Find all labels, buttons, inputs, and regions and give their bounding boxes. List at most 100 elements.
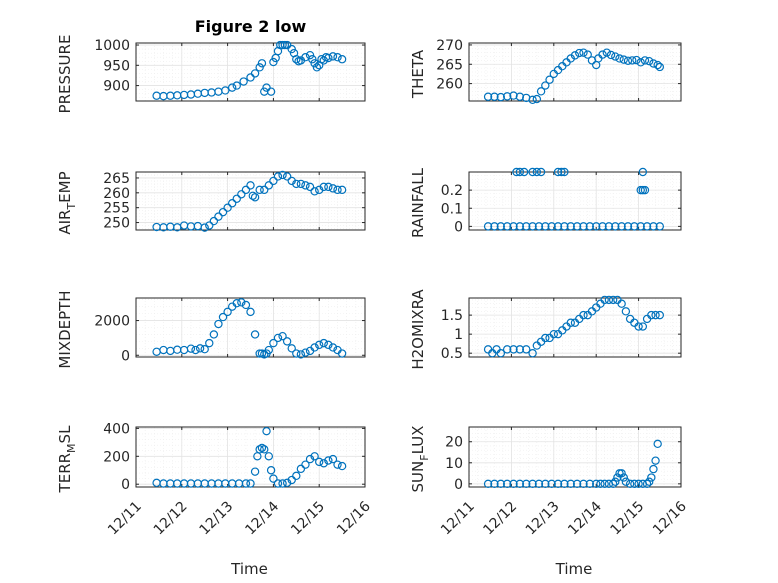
data-point [509,479,518,489]
y-axis-label: THETA [409,49,427,99]
data-point [528,348,537,358]
data-point [200,88,209,98]
data-point [623,56,633,65]
data-point [305,182,315,192]
data-point [227,479,237,488]
data-point [566,318,575,327]
data-point [653,439,662,449]
data-point [239,77,248,86]
data-point [585,222,595,231]
y-axis-label: MIXDEPTH [56,290,74,368]
data-point [264,345,274,355]
x-tick-label: 12/15 [288,499,328,539]
data-point [611,222,620,231]
data-point [241,479,251,488]
data-point [562,58,571,67]
data-point [630,222,639,231]
data-point [195,344,205,353]
data-point [623,222,633,231]
data-point [266,87,276,96]
data-point [269,176,278,186]
data-point [152,91,161,100]
x-tick-label: 12/12 [480,499,520,539]
y-tick-label: 0.1 [441,201,463,217]
data-point [337,461,347,471]
subplot-terr_msl: 12/11 12/12 12/13 12/14 12/15 12/16 0 200 400 TER… [56,421,374,578]
data-point [496,348,505,358]
data-point [515,345,525,354]
data-point [246,307,255,317]
data-point [234,479,244,488]
data-point [617,469,626,478]
x-tick-label: 12/11 [105,499,145,539]
data-point [534,222,544,231]
data-point [292,55,301,64]
data-point [632,55,641,65]
data-point [651,456,660,465]
data-point [483,479,493,489]
data-point [619,473,628,482]
data-point [536,87,546,96]
data-point [640,56,650,65]
data-point [638,167,648,177]
x-axis-label: Time [230,560,268,578]
y-tick-label: 20 [445,435,463,451]
data-point [214,479,223,488]
data-point [278,170,287,180]
data-point [490,92,499,101]
y-tick-label: 260 [103,186,130,202]
data-point [528,222,537,231]
data-point [232,299,241,308]
data-point [319,182,328,192]
data-point [602,48,612,57]
data-point [490,479,499,489]
data-point [264,452,274,461]
y-tick-label: 265 [436,57,463,73]
data-point [319,459,328,468]
data-point [246,479,255,488]
data-point [625,479,635,489]
data-point [152,347,161,356]
data-point [515,167,525,177]
data-point [301,348,310,357]
data-point [617,222,626,231]
data-point [642,479,652,489]
y-axis-label: AIRTEMP [56,171,78,234]
data-point [209,330,219,339]
subplot-h2omixra: 0.5 1 1.5 H2OMIXRA [409,289,682,370]
data-point [645,477,654,486]
data-point [328,52,338,61]
data-point [337,185,347,195]
data-point [296,464,306,474]
subplot-rainfall: 0 0.1 0.2 RAINFALL [409,167,682,238]
data-point [205,221,214,230]
x-tick-label: 12/13 [197,499,237,539]
data-point [250,467,260,476]
data-point [191,345,200,355]
data-point [166,346,175,356]
data-point [509,222,518,231]
data-point [173,479,182,488]
data-point [560,167,569,177]
axes-frame [135,297,366,358]
data-point [200,479,209,488]
data-point [522,222,531,231]
data-point [232,194,241,203]
data-point [280,40,290,50]
data-point [287,344,296,353]
data-point [509,345,518,354]
data-point [227,83,237,92]
data-point [324,456,333,465]
data-point [333,52,342,62]
data-point [173,91,182,100]
data-point [255,63,264,72]
subplot-pressure: 900 950 1000 PRESSURE Figure 2 low [56,17,366,114]
data-point [628,56,637,65]
data-point [638,322,648,331]
data-point [159,479,168,488]
data-point [509,91,518,100]
svg-text:PRESSURE: PRESSURE [56,35,74,114]
data-point [250,69,260,78]
data-point [579,222,588,231]
subplot-sun_flux: 12/11 12/12 12/13 12/14 12/15 12/16 0 10 20 SUNFL… [409,426,690,578]
